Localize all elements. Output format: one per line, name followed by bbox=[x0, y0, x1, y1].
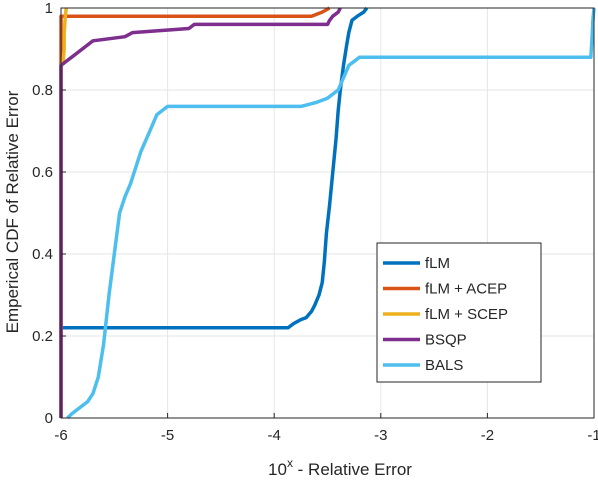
x-tick-label-0: -6 bbox=[54, 427, 67, 444]
y-tick-label-4: 0.8 bbox=[32, 82, 53, 99]
y-tick-label-5: 1 bbox=[45, 0, 53, 17]
x-tick-label-1: -5 bbox=[161, 427, 174, 444]
y-tick-label-2: 0.4 bbox=[32, 246, 53, 263]
plot-frame bbox=[60, 7, 595, 419]
series-line-3 bbox=[59, 7, 342, 418]
y-tick-label-3: 0.6 bbox=[32, 164, 53, 181]
x-axis-label: 10x - Relative Error bbox=[268, 456, 412, 479]
x-axis-ticks: -6 -5 -4 -3 -2 -1 bbox=[54, 413, 598, 444]
x-tick-label-4: -2 bbox=[481, 427, 494, 444]
legend-label-1: fLM + ACEP bbox=[425, 281, 507, 298]
x-axis-label-rest: - Relative Error bbox=[293, 460, 412, 479]
y-axis-ticks: 0 0.2 0.4 0.6 0.8 1 bbox=[32, 0, 66, 427]
x-axis-label-base: 10 bbox=[268, 460, 287, 479]
y-tick-label-1: 0.2 bbox=[32, 328, 53, 345]
legend-label-2: fLM + SCEP bbox=[425, 306, 508, 323]
x-tick-label-2: -4 bbox=[268, 427, 281, 444]
legend-label-0: fLM bbox=[425, 255, 450, 272]
legend-label-3: BSQP bbox=[425, 332, 467, 349]
y-axis-label: Emperical CDF of Relative Error bbox=[3, 90, 22, 333]
series-line-4 bbox=[66, 7, 596, 420]
legend: fLM fLM + ACEP fLM + SCEP BSQP BALS bbox=[376, 242, 542, 383]
x-axis-label-superscript: x bbox=[287, 456, 293, 470]
y-tick-label-0: 0 bbox=[45, 410, 53, 427]
series-line-0 bbox=[61, 6, 369, 330]
legend-label-4: BALS bbox=[425, 357, 463, 374]
x-tick-label-5: -1 bbox=[587, 427, 598, 444]
x-tick-label-3: -3 bbox=[374, 427, 387, 444]
